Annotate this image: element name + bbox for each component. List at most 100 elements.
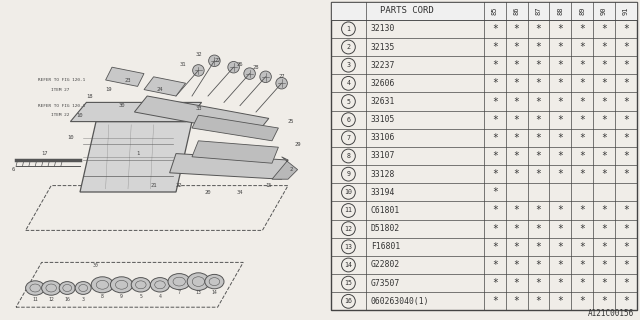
- Text: *: *: [601, 24, 607, 34]
- Text: 7: 7: [178, 290, 180, 295]
- Ellipse shape: [205, 274, 224, 289]
- Text: 88: 88: [557, 6, 563, 15]
- Text: *: *: [492, 115, 498, 125]
- Text: *: *: [514, 133, 520, 143]
- Text: *: *: [623, 296, 629, 306]
- Text: 3: 3: [82, 297, 84, 302]
- Text: *: *: [623, 78, 629, 88]
- Circle shape: [228, 61, 239, 73]
- Text: *: *: [536, 169, 541, 179]
- Text: *: *: [514, 260, 520, 270]
- Text: 15: 15: [344, 280, 353, 286]
- Text: *: *: [492, 242, 498, 252]
- Text: 12: 12: [344, 226, 353, 232]
- Text: 18: 18: [86, 93, 93, 99]
- Text: 4: 4: [159, 293, 161, 299]
- Text: *: *: [514, 278, 520, 288]
- Text: *: *: [557, 296, 563, 306]
- Text: *: *: [514, 224, 520, 234]
- Text: 32135: 32135: [371, 43, 395, 52]
- Text: *: *: [514, 60, 520, 70]
- Text: *: *: [601, 42, 607, 52]
- Ellipse shape: [42, 281, 61, 295]
- Text: 89: 89: [579, 6, 585, 15]
- Text: 10: 10: [67, 135, 74, 140]
- Polygon shape: [144, 77, 186, 96]
- Text: 8: 8: [346, 153, 351, 159]
- Text: *: *: [536, 224, 541, 234]
- Text: *: *: [623, 242, 629, 252]
- Text: 30: 30: [93, 263, 99, 268]
- Ellipse shape: [150, 277, 170, 292]
- Text: *: *: [514, 24, 520, 34]
- Text: *: *: [623, 42, 629, 52]
- Text: 27: 27: [278, 74, 285, 79]
- Text: *: *: [536, 296, 541, 306]
- Text: 9: 9: [120, 293, 123, 299]
- Text: *: *: [536, 278, 541, 288]
- Polygon shape: [272, 157, 298, 179]
- Text: 20: 20: [205, 189, 211, 195]
- Text: 14: 14: [212, 290, 217, 295]
- Text: *: *: [492, 60, 498, 70]
- Text: *: *: [557, 78, 563, 88]
- Text: ITEM 27: ITEM 27: [51, 88, 70, 92]
- Text: 34: 34: [237, 189, 243, 195]
- Text: 2: 2: [289, 167, 293, 172]
- Text: *: *: [623, 24, 629, 34]
- Text: *: *: [536, 78, 541, 88]
- Text: 29: 29: [294, 141, 301, 147]
- Text: *: *: [557, 278, 563, 288]
- Text: *: *: [492, 97, 498, 107]
- Text: *: *: [536, 24, 541, 34]
- Text: *: *: [492, 187, 498, 197]
- Text: 27: 27: [214, 58, 221, 63]
- Text: *: *: [579, 133, 585, 143]
- Ellipse shape: [76, 282, 92, 294]
- Text: 5: 5: [346, 99, 351, 105]
- Ellipse shape: [111, 277, 133, 293]
- Text: *: *: [601, 205, 607, 215]
- Text: *: *: [492, 42, 498, 52]
- Text: *: *: [579, 169, 585, 179]
- Text: *: *: [492, 151, 498, 161]
- Text: 33128: 33128: [371, 170, 395, 179]
- Circle shape: [193, 65, 204, 76]
- Ellipse shape: [168, 274, 191, 290]
- Text: *: *: [623, 151, 629, 161]
- Text: 33: 33: [195, 106, 202, 111]
- Text: 1: 1: [346, 26, 351, 32]
- Circle shape: [244, 68, 255, 79]
- Text: PARTS CORD: PARTS CORD: [380, 6, 434, 15]
- Text: *: *: [579, 151, 585, 161]
- Text: *: *: [601, 224, 607, 234]
- Text: *: *: [557, 205, 563, 215]
- Polygon shape: [70, 102, 202, 122]
- Text: REFER TO FIG 120-1: REFER TO FIG 120-1: [38, 104, 86, 108]
- Text: 32: 32: [195, 52, 202, 57]
- Text: REFER TO FIG 120-1: REFER TO FIG 120-1: [38, 78, 86, 82]
- Text: 12: 12: [49, 297, 54, 302]
- Text: 9: 9: [346, 171, 351, 177]
- Text: 32237: 32237: [371, 61, 395, 70]
- Ellipse shape: [188, 273, 210, 291]
- Text: *: *: [601, 242, 607, 252]
- Polygon shape: [80, 122, 192, 192]
- Text: *: *: [557, 24, 563, 34]
- Text: 23: 23: [125, 77, 131, 83]
- Text: *: *: [579, 78, 585, 88]
- Text: *: *: [623, 278, 629, 288]
- Text: C61801: C61801: [371, 206, 400, 215]
- Circle shape: [260, 71, 271, 83]
- Text: *: *: [557, 260, 563, 270]
- Text: *: *: [623, 224, 629, 234]
- Text: 86: 86: [514, 6, 520, 15]
- Text: ITEM 22: ITEM 22: [51, 113, 70, 117]
- Text: *: *: [492, 278, 498, 288]
- Text: *: *: [601, 278, 607, 288]
- Text: *: *: [557, 97, 563, 107]
- Text: *: *: [514, 42, 520, 52]
- Text: *: *: [579, 224, 585, 234]
- Text: *: *: [579, 260, 585, 270]
- Circle shape: [276, 77, 287, 89]
